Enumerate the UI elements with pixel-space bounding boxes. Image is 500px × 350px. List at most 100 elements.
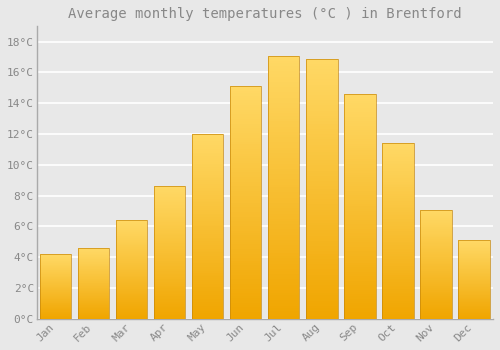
Bar [154, 187, 186, 319]
Bar [268, 132, 300, 134]
Bar [458, 304, 490, 305]
Bar [230, 103, 262, 105]
Bar [306, 90, 338, 92]
Bar [230, 124, 262, 126]
Bar [344, 296, 376, 299]
Bar [116, 226, 148, 227]
Bar [382, 191, 414, 192]
Bar [344, 168, 376, 170]
Bar [382, 248, 414, 250]
Bar [116, 255, 148, 256]
Bar [382, 180, 414, 182]
Bar [306, 285, 338, 288]
Bar [78, 293, 110, 294]
Bar [344, 121, 376, 123]
Bar [116, 298, 148, 299]
Bar [116, 300, 148, 301]
Bar [40, 281, 72, 282]
Bar [154, 288, 186, 290]
Bar [382, 310, 414, 312]
Bar [382, 152, 414, 154]
Bar [230, 305, 262, 307]
Bar [420, 307, 452, 308]
Bar [420, 231, 452, 232]
Bar [116, 267, 148, 268]
Bar [344, 105, 376, 107]
Bar [192, 160, 224, 162]
Bar [344, 213, 376, 216]
Bar [192, 302, 224, 304]
Bar [268, 153, 300, 156]
Bar [116, 221, 148, 222]
Bar [192, 221, 224, 223]
Bar [458, 284, 490, 285]
Bar [230, 161, 262, 163]
Bar [268, 261, 300, 264]
Bar [306, 95, 338, 98]
Bar [78, 318, 110, 319]
Bar [306, 199, 338, 202]
Bar [382, 224, 414, 226]
Bar [344, 272, 376, 274]
Bar [40, 314, 72, 315]
Bar [306, 145, 338, 147]
Bar [268, 90, 300, 92]
Bar [40, 279, 72, 280]
Bar [420, 237, 452, 238]
Bar [382, 170, 414, 172]
Bar [420, 250, 452, 251]
Bar [268, 58, 300, 61]
Title: Average monthly temperatures (°C ) in Brentford: Average monthly temperatures (°C ) in Br… [68, 7, 462, 21]
Bar [154, 196, 186, 197]
Bar [420, 232, 452, 233]
Bar [40, 256, 72, 257]
Bar [420, 309, 452, 310]
Bar [78, 286, 110, 287]
Bar [154, 265, 186, 266]
Bar [458, 255, 490, 256]
Bar [268, 56, 300, 319]
Bar [154, 258, 186, 259]
Bar [40, 278, 72, 279]
Bar [458, 318, 490, 319]
Bar [344, 153, 376, 155]
Bar [344, 240, 376, 243]
Bar [230, 251, 262, 254]
Bar [382, 284, 414, 286]
Bar [116, 266, 148, 267]
Bar [420, 254, 452, 256]
Bar [116, 295, 148, 296]
Bar [78, 271, 110, 272]
Bar [382, 187, 414, 189]
Bar [458, 301, 490, 302]
Bar [116, 265, 148, 266]
Bar [230, 121, 262, 124]
Bar [154, 216, 186, 217]
Bar [382, 289, 414, 291]
Bar [344, 209, 376, 211]
Bar [192, 291, 224, 293]
Bar [78, 287, 110, 288]
Bar [420, 271, 452, 272]
Bar [192, 134, 224, 136]
Bar [154, 249, 186, 250]
Bar [192, 226, 224, 228]
Bar [458, 300, 490, 301]
Bar [154, 251, 186, 253]
Bar [268, 166, 300, 169]
Bar [230, 272, 262, 275]
Bar [268, 214, 300, 216]
Bar [154, 311, 186, 312]
Bar [192, 147, 224, 149]
Bar [306, 92, 338, 95]
Bar [420, 245, 452, 246]
Bar [40, 282, 72, 283]
Bar [458, 302, 490, 303]
Bar [306, 126, 338, 129]
Bar [78, 283, 110, 284]
Bar [116, 274, 148, 275]
Bar [268, 203, 300, 206]
Bar [268, 71, 300, 74]
Bar [230, 191, 262, 193]
Bar [154, 187, 186, 188]
